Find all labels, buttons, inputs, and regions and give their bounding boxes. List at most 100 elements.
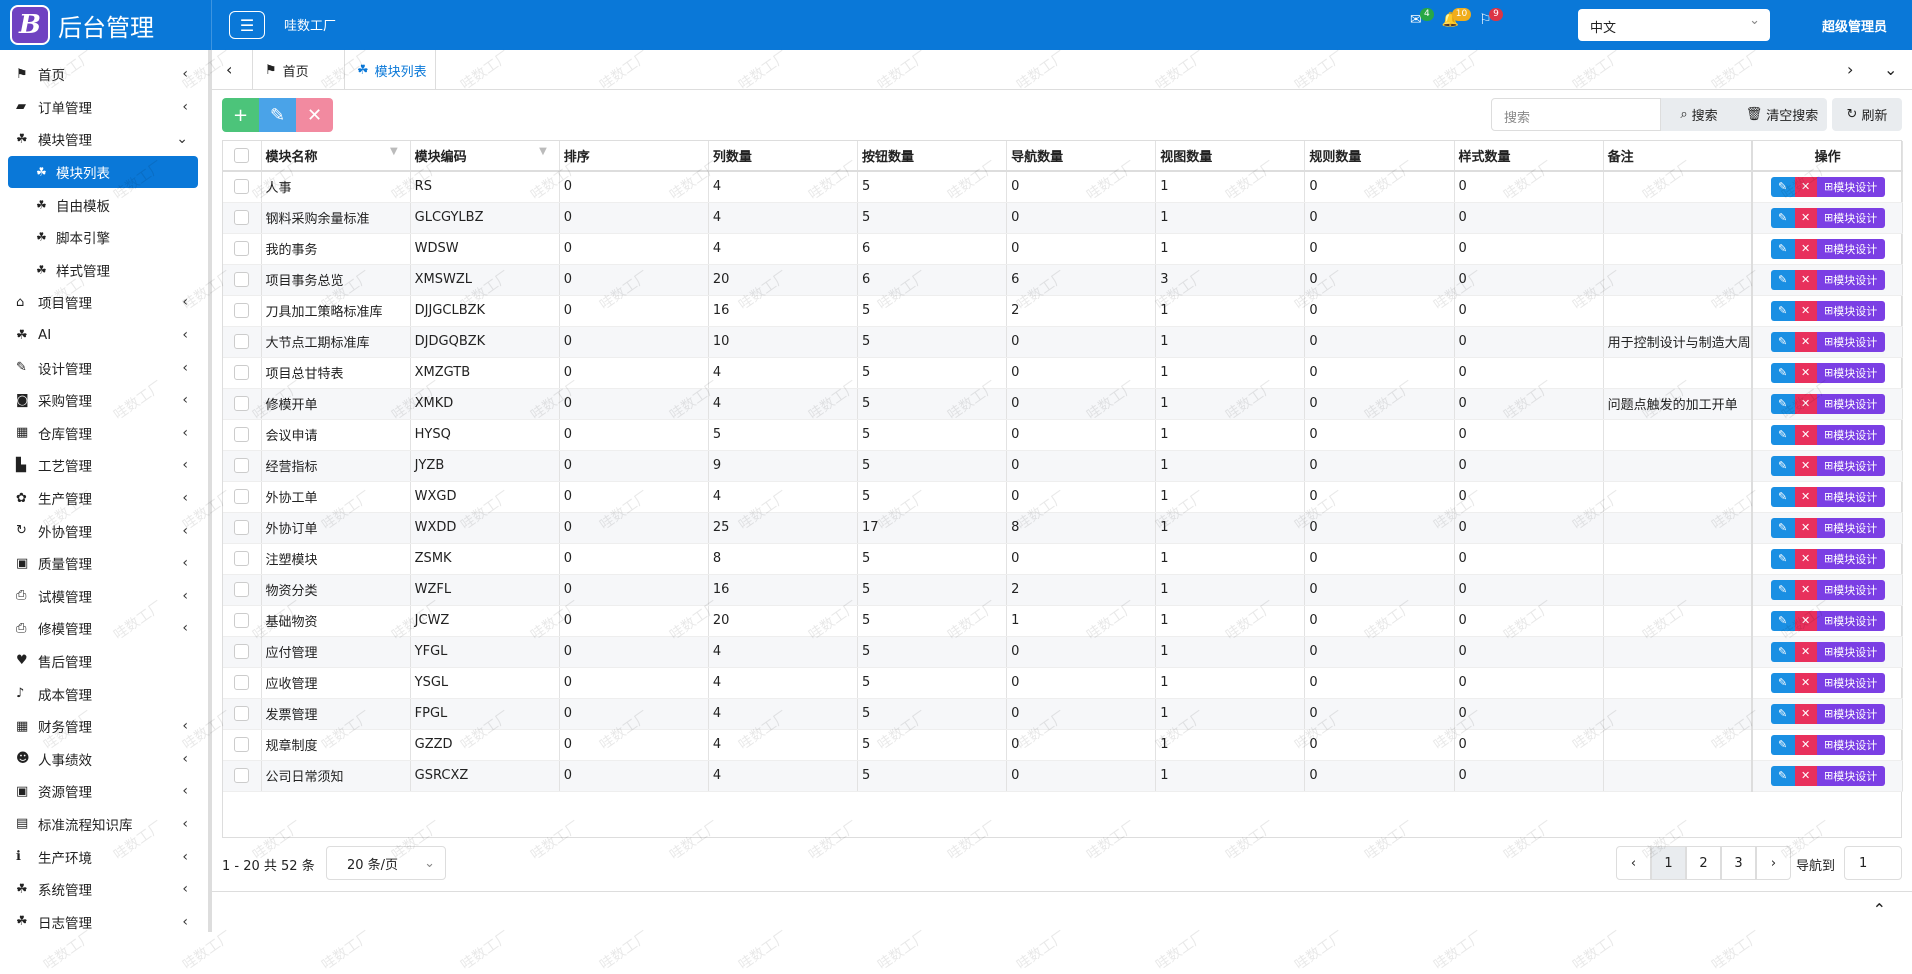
menu-item[interactable]: ℹ 生产环境 ‹ [0, 840, 208, 873]
search-input[interactable]: 搜索 [1491, 98, 1661, 131]
submenu-item[interactable]: ☘ 样式管理 [8, 254, 198, 287]
table-row[interactable]: 会议申请 HYSQ 0 5 5 0 1 0 0 ✎ ✕ ⊞ 模块设计 [223, 419, 1904, 451]
page-button[interactable]: 1 [1651, 846, 1686, 880]
delete-action[interactable]: ✕ [1794, 424, 1817, 445]
design-action[interactable]: ⊞ 模块设计 [1816, 331, 1885, 352]
edit-action[interactable]: ✎ [1770, 176, 1795, 197]
table-row[interactable]: 项目事务总览 XMSWZL 0 20 6 6 3 0 0 ✎ ✕ ⊞ 模块设计 [223, 264, 1904, 296]
delete-action[interactable]: ✕ [1794, 610, 1817, 631]
edit-action[interactable]: ✎ [1770, 610, 1795, 631]
design-action[interactable]: ⊞ 模块设计 [1816, 176, 1885, 197]
column-header[interactable]: 按钮数量 [857, 141, 1008, 172]
checkbox[interactable] [234, 303, 250, 318]
table-row[interactable]: 应收管理 YSGL 0 4 5 0 1 0 0 ✎ ✕ ⊞ 模块设计 [223, 667, 1904, 699]
menu-item[interactable]: ☻ 人事绩效 ‹ [0, 742, 208, 775]
checkbox[interactable] [234, 148, 250, 163]
page-next[interactable]: › [1756, 846, 1791, 880]
checkbox[interactable] [234, 706, 250, 721]
tab-next[interactable]: › [1847, 60, 1854, 79]
menu-item[interactable]: ⎙ 试模管理 ‹ [0, 580, 208, 613]
design-action[interactable]: ⊞ 模块设计 [1816, 424, 1885, 445]
table-row[interactable]: 钢料采购余量标准 GLCGYLBZ 0 4 5 0 1 0 0 ✎ ✕ ⊞ 模块设计 [223, 202, 1904, 234]
table-row[interactable]: 刀具加工策略标准库 DJJGCLBZK 0 16 5 2 1 0 0 ✎ ✕ ⊞ 模块设计 [223, 295, 1904, 327]
delete-action[interactable]: ✕ [1794, 331, 1817, 352]
menu-item[interactable]: ▙ 工艺管理 ‹ [0, 449, 208, 482]
design-action[interactable]: ⊞ 模块设计 [1816, 517, 1885, 538]
table-row[interactable]: 发票管理 FPGL 0 4 5 0 1 0 0 ✎ ✕ ⊞ 模块设计 [223, 698, 1904, 730]
notification[interactable]: ✉ 4 [1410, 8, 1434, 28]
checkbox[interactable] [234, 334, 250, 349]
page-button[interactable]: 2 [1686, 846, 1721, 880]
design-action[interactable]: ⊞ 模块设计 [1816, 455, 1885, 476]
design-action[interactable]: ⊞ 模块设计 [1816, 579, 1885, 600]
table-row[interactable]: 应付管理 YFGL 0 4 5 0 1 0 0 ✎ ✕ ⊞ 模块设计 [223, 636, 1904, 668]
edit-action[interactable]: ✎ [1770, 207, 1795, 228]
delete-action[interactable]: ✕ [1794, 548, 1817, 569]
checkbox[interactable] [234, 675, 250, 690]
design-action[interactable]: ⊞ 模块设计 [1816, 238, 1885, 259]
menu-item[interactable]: ⎙ 修模管理 ‹ [0, 612, 208, 645]
menu-item[interactable]: ▦ 财务管理 ‹ [0, 710, 208, 743]
search-button[interactable]: ⌕ 搜索 [1661, 98, 1737, 131]
table-row[interactable]: 大节点工期标准库 DJDGQBZK 0 10 5 0 1 0 0 用于控制设计与制造大周 ✎ ✕ ⊞ 模块… [223, 326, 1904, 358]
column-header[interactable]: 排序 [559, 141, 709, 172]
table-row[interactable]: 修模开单 XMKD 0 4 5 0 1 0 0 问题点触发的加工开单 ✎ ✕ ⊞ 模块设计 [223, 388, 1904, 420]
checkbox[interactable] [234, 241, 250, 256]
table-row[interactable]: 外协订单 WXDD 0 25 17 8 1 0 0 ✎ ✕ ⊞ 模块设计 [223, 512, 1904, 544]
checkbox[interactable] [234, 520, 250, 535]
design-action[interactable]: ⊞ 模块设计 [1816, 703, 1885, 724]
delete-action[interactable]: ✕ [1794, 517, 1817, 538]
logo[interactable]: B 后台管理 [0, 0, 212, 50]
column-header[interactable]: 模块编码 ▼ [410, 141, 560, 172]
column-header[interactable]: 操作 [1751, 141, 1904, 172]
edit-action[interactable]: ✎ [1770, 300, 1795, 321]
notification[interactable]: 🔔 10 [1442, 8, 1472, 28]
menu-item[interactable]: ☘ AI ‹ [0, 319, 208, 352]
checkbox[interactable] [234, 458, 250, 473]
menu-item[interactable]: ♪ 成本管理 [0, 677, 208, 710]
edit-button[interactable]: ✎ [259, 98, 296, 132]
language-select[interactable]: 中文 [1578, 9, 1770, 41]
table-row[interactable]: 外协工单 WXGD 0 4 5 0 1 0 0 ✎ ✕ ⊞ 模块设计 [223, 481, 1904, 513]
refresh-button[interactable]: ↻ 刷新 [1832, 98, 1902, 131]
edit-action[interactable]: ✎ [1770, 641, 1795, 662]
checkbox[interactable] [234, 768, 250, 783]
menu-item[interactable]: ⌂ 项目管理 ‹ [0, 286, 208, 319]
edit-action[interactable]: ✎ [1770, 331, 1795, 352]
page-size-select[interactable]: 20 条/页 ⌄ [326, 846, 446, 880]
notification[interactable]: ⚐ 9 [1479, 8, 1503, 28]
submenu-item[interactable]: ☘ 脚本引擎 [8, 221, 198, 254]
delete-button[interactable]: ✕ [296, 98, 333, 132]
delete-action[interactable]: ✕ [1794, 579, 1817, 600]
table-row[interactable]: 注塑模块 ZSMK 0 8 5 0 1 0 0 ✎ ✕ ⊞ 模块设计 [223, 543, 1904, 575]
edit-action[interactable]: ✎ [1770, 393, 1795, 414]
edit-action[interactable]: ✎ [1770, 362, 1795, 383]
tab[interactable]: ☘ 模块列表 [344, 50, 436, 90]
design-action[interactable]: ⊞ 模块设计 [1816, 641, 1885, 662]
design-action[interactable]: ⊞ 模块设计 [1816, 548, 1885, 569]
checkbox[interactable] [234, 613, 250, 628]
delete-action[interactable]: ✕ [1794, 703, 1817, 724]
user-name[interactable]: 超级管理员 [1822, 20, 1888, 35]
menu-item[interactable]: ▦ 仓库管理 ‹ [0, 417, 208, 450]
column-header[interactable]: 导航数量 [1006, 141, 1157, 172]
delete-action[interactable]: ✕ [1794, 641, 1817, 662]
edit-action[interactable]: ✎ [1770, 486, 1795, 507]
design-action[interactable]: ⊞ 模块设计 [1816, 300, 1885, 321]
design-action[interactable]: ⊞ 模块设计 [1816, 672, 1885, 693]
design-action[interactable]: ⊞ 模块设计 [1816, 207, 1885, 228]
clear-button[interactable]: 🗑 清空搜索 [1737, 98, 1827, 131]
design-action[interactable]: ⊞ 模块设计 [1816, 269, 1885, 290]
menu-item[interactable]: ☘ 系统管理 ‹ [0, 873, 208, 906]
checkbox[interactable] [234, 551, 250, 566]
design-action[interactable]: ⊞ 模块设计 [1816, 610, 1885, 631]
menu-item[interactable]: ▣ 质量管理 ‹ [0, 547, 208, 580]
menu-item[interactable]: ⚑ 首页 ‹ [0, 58, 208, 91]
table-row[interactable]: 物资分类 WZFL 0 16 5 2 1 0 0 ✎ ✕ ⊞ 模块设计 [223, 574, 1904, 606]
column-header[interactable]: 样式数量 [1454, 141, 1604, 172]
scroll-top[interactable]: ⌃ [1872, 900, 1886, 919]
menu-item[interactable]: ▰ 订单管理 ‹ [0, 91, 208, 124]
add-button[interactable]: + [222, 98, 259, 132]
delete-action[interactable]: ✕ [1794, 176, 1817, 197]
checkbox[interactable] [234, 489, 250, 504]
